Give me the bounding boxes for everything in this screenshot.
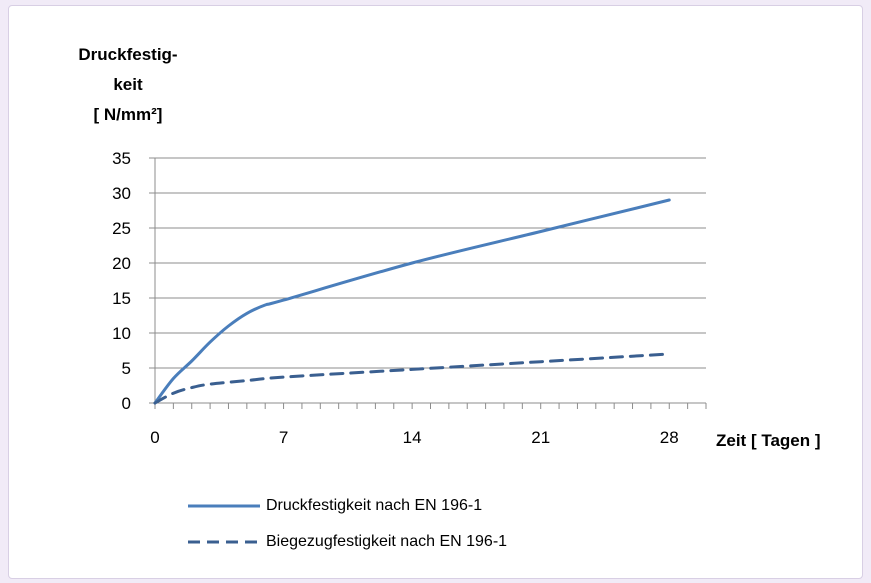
- y-axis-title-line-1: Druckfestig-: [78, 45, 178, 64]
- legend-label-biegezugfestigkeit: Biegezugfestigkeit nach EN 196-1: [266, 533, 508, 550]
- x-tick-label-14: 14: [403, 428, 422, 447]
- legend-swatch-solid: [188, 504, 260, 508]
- legend-item-biegezugfestigkeit: Biegezugfestigkeit nach EN 196-1: [188, 524, 507, 560]
- series-line-druckfestigkeit: [153, 198, 671, 405]
- y-tick-label-20: 20: [112, 254, 131, 273]
- y-axis-title-line-2: keit: [113, 75, 143, 94]
- legend-item-druckfestigkeit: Druckfestigkeit nach EN 196-1: [188, 488, 507, 524]
- x-tick-label-21: 21: [531, 428, 550, 447]
- y-tick-label-25: 25: [112, 219, 131, 238]
- y-tick-label-15: 15: [112, 289, 131, 308]
- y-tick-label-10: 10: [112, 324, 131, 343]
- legend-label-druckfestigkeit: Druckfestigkeit nach EN 196-1: [266, 497, 483, 514]
- x-tick-label-28: 28: [660, 428, 679, 447]
- x-axis-title: Zeit [ Tagen ]: [716, 431, 821, 450]
- y-tick-label-0: 0: [122, 394, 131, 413]
- y-tick-label-30: 30: [112, 184, 131, 203]
- y-axis-title: Druckfestig- keit [ N/mm²]: [48, 40, 208, 130]
- chart-frame: [8, 5, 863, 579]
- y-tick-label-35: 35: [112, 149, 131, 168]
- y-tick-label-5: 5: [122, 359, 131, 378]
- series-line-biegezugfestigkeit: [153, 352, 671, 405]
- y-axis-title-line-3: [ N/mm²]: [93, 105, 163, 124]
- x-tick-label-7: 7: [279, 428, 288, 447]
- x-tick-label-0: 0: [150, 428, 159, 447]
- legend-swatch-dashed: [188, 540, 260, 544]
- legend: Druckfestigkeit nach EN 196-1 Biegezugfe…: [188, 488, 507, 560]
